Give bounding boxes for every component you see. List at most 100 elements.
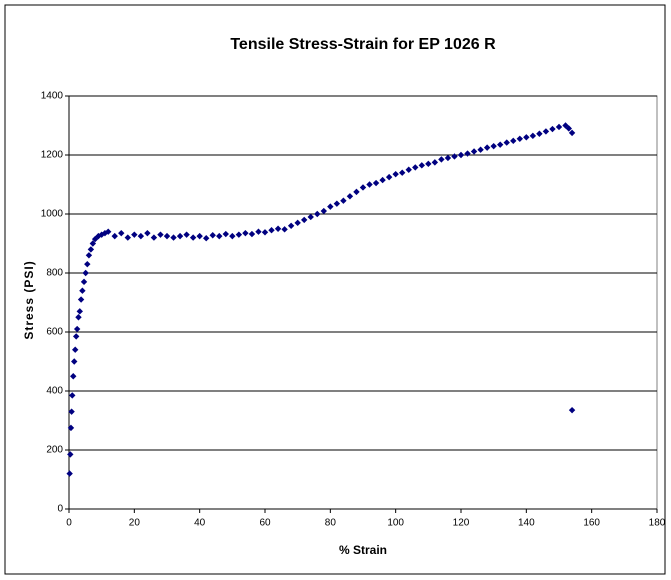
point <box>170 234 177 241</box>
point <box>444 154 452 162</box>
point <box>72 346 79 353</box>
point <box>523 134 530 141</box>
point <box>301 216 308 224</box>
point <box>68 408 75 415</box>
y-tick-label: 0 <box>57 504 63 515</box>
point <box>216 232 223 240</box>
point <box>209 232 216 239</box>
point <box>314 210 321 218</box>
x-tick-label: 100 <box>387 518 404 529</box>
point <box>510 137 517 145</box>
x-tick-label: 180 <box>649 518 666 529</box>
point <box>85 252 93 259</box>
point <box>418 162 425 169</box>
point <box>255 228 262 235</box>
point <box>405 166 412 173</box>
point <box>274 225 282 232</box>
point <box>222 230 229 238</box>
point <box>111 232 118 240</box>
point <box>307 213 314 221</box>
point <box>372 179 380 187</box>
point <box>176 232 184 240</box>
point <box>359 184 367 191</box>
point <box>196 232 203 240</box>
point <box>333 200 341 207</box>
point <box>320 207 327 215</box>
y-tick-label: 1000 <box>41 209 64 220</box>
point <box>281 226 288 233</box>
point <box>150 234 158 241</box>
point <box>203 234 210 242</box>
point <box>412 164 419 171</box>
point <box>431 159 439 166</box>
point <box>261 229 269 236</box>
point <box>157 231 164 238</box>
point <box>477 146 484 153</box>
point <box>451 153 458 160</box>
point <box>392 170 399 178</box>
point <box>235 231 243 238</box>
point <box>353 188 360 196</box>
x-tick-label: 40 <box>194 518 206 529</box>
point <box>124 234 131 241</box>
y-tick-label: 400 <box>46 386 63 397</box>
point <box>75 314 82 321</box>
point <box>71 358 78 365</box>
point <box>438 156 445 163</box>
point <box>131 231 138 238</box>
point <box>529 132 537 140</box>
point <box>555 123 563 131</box>
x-tick-label: 20 <box>129 518 141 529</box>
point <box>70 373 77 380</box>
y-tick-label: 800 <box>46 268 63 279</box>
x-tick-label: 120 <box>453 518 470 529</box>
x-tick-label: 160 <box>583 518 600 529</box>
point <box>87 246 95 253</box>
point <box>118 229 125 237</box>
point <box>248 230 256 238</box>
point <box>82 269 89 277</box>
point <box>568 129 576 137</box>
point <box>79 287 86 294</box>
point <box>366 181 373 188</box>
point <box>399 169 406 176</box>
y-tick-label: 600 <box>46 327 63 338</box>
y-axis-label: Stress (PSI) <box>22 260 36 339</box>
point <box>72 333 80 340</box>
point <box>464 150 471 157</box>
x-tick-label: 80 <box>325 518 337 529</box>
point <box>183 231 190 238</box>
point <box>497 141 504 148</box>
point <box>73 325 81 333</box>
x-tick-label: 60 <box>259 518 271 529</box>
point <box>346 193 354 200</box>
point <box>294 219 301 227</box>
point <box>379 176 386 184</box>
point <box>536 130 543 137</box>
point <box>144 229 151 237</box>
point <box>67 451 74 458</box>
point <box>516 135 523 142</box>
x-axis-label: % Strain <box>339 543 387 557</box>
x-tick-label: 140 <box>518 518 535 529</box>
point <box>229 232 236 240</box>
point <box>490 142 497 150</box>
point <box>76 308 83 315</box>
point <box>483 144 491 151</box>
point <box>287 222 295 229</box>
point <box>542 128 550 135</box>
point <box>242 229 249 237</box>
point <box>268 227 275 234</box>
point <box>69 392 76 399</box>
point <box>84 260 91 268</box>
point <box>457 151 465 159</box>
chart-title: Tensile Stress-Strain for EP 1026 R <box>230 36 496 53</box>
point <box>385 173 393 181</box>
y-tick-label: 200 <box>46 445 63 456</box>
point <box>327 203 334 210</box>
point <box>163 232 171 240</box>
point <box>425 160 432 168</box>
point <box>105 228 112 235</box>
point <box>137 232 145 240</box>
